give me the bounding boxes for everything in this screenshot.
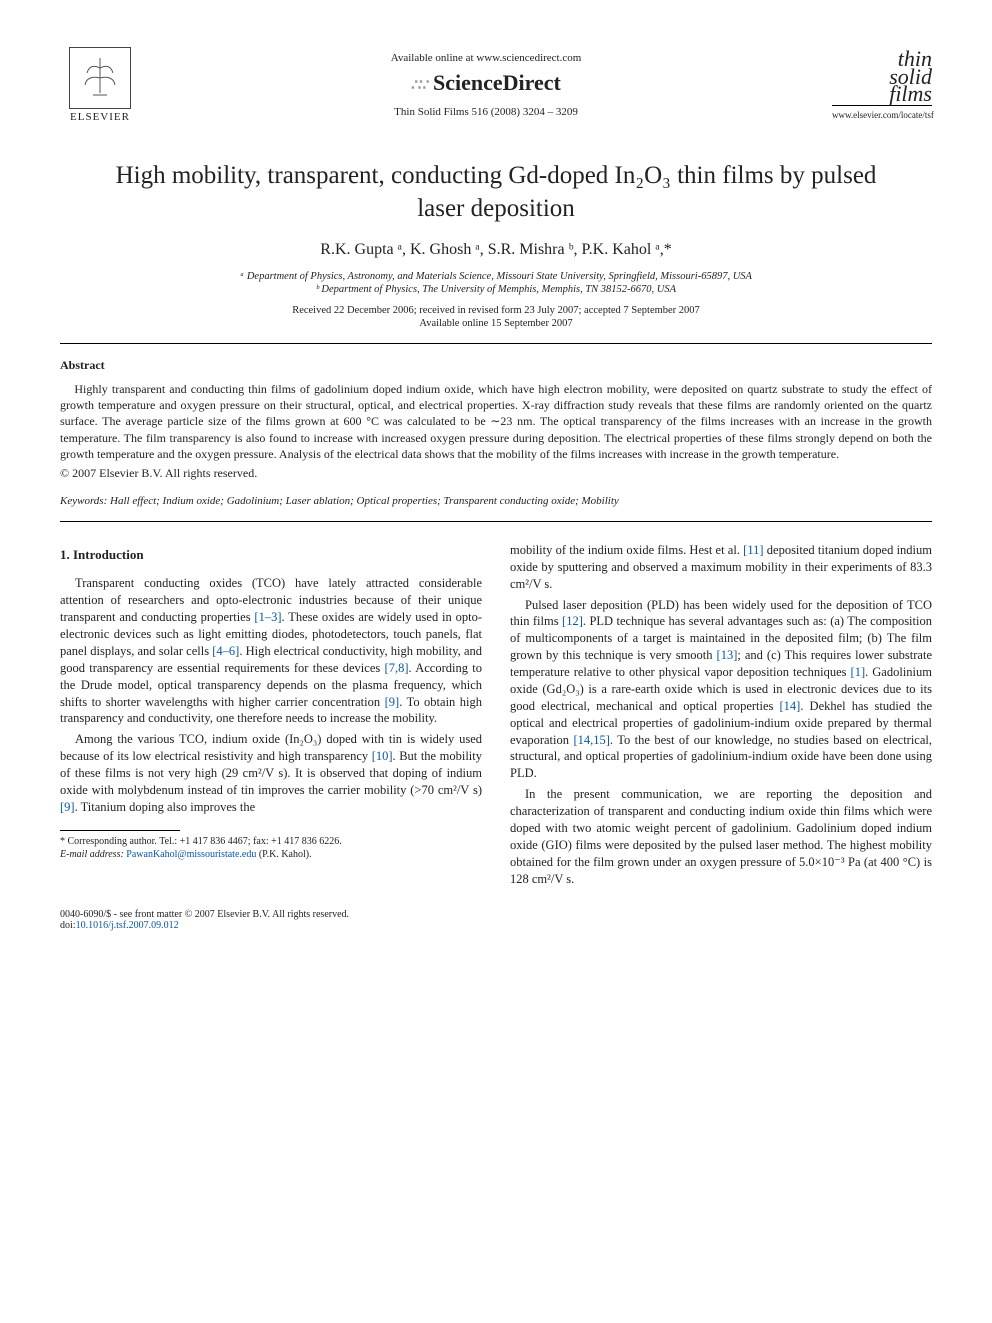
intro-para-5: In the present communication, we are rep…	[510, 786, 932, 887]
journal-url[interactable]: www.elsevier.com/locate/tsf	[832, 110, 932, 120]
received-dates: Received 22 December 2006; received in r…	[60, 305, 932, 316]
copyright-line: © 2007 Elsevier B.V. All rights reserved…	[60, 466, 932, 481]
online-date: Available online 15 September 2007	[60, 318, 932, 329]
elsevier-logo: ELSEVIER	[60, 40, 140, 130]
keywords-label: Keywords:	[60, 495, 107, 507]
citation-link[interactable]: [4–6]	[212, 644, 239, 658]
citation-link[interactable]: [14,15]	[573, 733, 609, 747]
publisher-name: ELSEVIER	[70, 111, 130, 123]
doi-line: doi:10.1016/j.tsf.2007.09.012	[60, 920, 349, 931]
journal-reference: Thin Solid Films 516 (2008) 3204 – 3209	[140, 106, 832, 118]
corr-email-link[interactable]: PawanKahol@missouristate.edu	[126, 849, 256, 860]
article-title: High mobility, transparent, conducting G…	[100, 160, 892, 225]
corr-email-tail: (P.K. Kahol).	[259, 849, 312, 860]
citation-link[interactable]: [14]	[780, 699, 801, 713]
elsevier-tree-icon	[69, 47, 131, 109]
front-matter: 0040-6090/$ - see front matter © 2007 El…	[60, 909, 349, 920]
citation-link[interactable]: [12]	[562, 614, 583, 628]
sciencedirect-logo: ∴∵ ScienceDirect	[140, 70, 832, 96]
doi-label: doi:	[60, 920, 76, 931]
affiliation-a: ᵃ Department of Physics, Astronomy, and …	[60, 271, 932, 282]
tsf-line3: films	[832, 85, 932, 103]
journal-logo-script: thin solid films	[832, 50, 932, 106]
intro-para-2: Among the various TCO, indium oxide (In₂…	[60, 731, 482, 815]
available-online-text: Available online at www.sciencedirect.co…	[140, 52, 832, 64]
right-column: mobility of the indium oxide films. Hest…	[510, 542, 932, 892]
keywords-list: Hall effect; Indium oxide; Gadolinium; L…	[110, 495, 619, 507]
journal-logo: thin solid films www.elsevier.com/locate…	[832, 50, 932, 120]
center-header: Available online at www.sciencedirect.co…	[140, 52, 832, 118]
abstract-body: Highly transparent and conducting thin f…	[60, 381, 932, 462]
email-label: E-mail address:	[60, 849, 124, 860]
sd-brand-text: ScienceDirect	[433, 70, 561, 95]
corresponding-footnote: * Corresponding author. Tel.: +1 417 836…	[60, 835, 482, 861]
citation-link[interactable]: [11]	[743, 543, 763, 557]
citation-link[interactable]: [1–3]	[254, 610, 281, 624]
divider-top	[60, 343, 932, 344]
citation-link[interactable]: [7,8]	[385, 661, 409, 675]
keywords-line: Keywords: Hall effect; Indium oxide; Gad…	[60, 495, 932, 507]
abstract-heading: Abstract	[60, 358, 932, 373]
citation-link[interactable]: [1]	[851, 665, 866, 679]
affiliation-b: ᵇ Department of Physics, The University …	[60, 284, 932, 295]
divider-bottom	[60, 521, 932, 522]
authors-line: R.K. Gupta ᵃ, K. Ghosh ᵃ, S.R. Mishra ᵇ,…	[60, 241, 932, 259]
intro-para-1: Transparent conducting oxides (TCO) have…	[60, 575, 482, 727]
footer-line: 0040-6090/$ - see front matter © 2007 El…	[60, 909, 932, 931]
left-column: 1. Introduction Transparent conducting o…	[60, 542, 482, 892]
sd-dots-icon: ∴∵	[411, 77, 427, 94]
doi-link[interactable]: 10.1016/j.tsf.2007.09.012	[76, 920, 179, 931]
intro-para-3: mobility of the indium oxide films. Hest…	[510, 542, 932, 593]
citation-link[interactable]: [9]	[385, 695, 400, 709]
citation-link[interactable]: [10]	[372, 749, 393, 763]
front-matter-text: 0040-6090/$ - see front matter © 2007 El…	[60, 909, 349, 931]
citation-link[interactable]: [13]	[717, 648, 738, 662]
header-row: ELSEVIER Available online at www.science…	[60, 40, 932, 130]
corr-email-line: E-mail address: PawanKahol@missouristate…	[60, 848, 482, 861]
footnote-rule	[60, 830, 180, 831]
corr-author-line: * Corresponding author. Tel.: +1 417 836…	[60, 835, 482, 848]
intro-para-4: Pulsed laser deposition (PLD) has been w…	[510, 597, 932, 783]
section-1-heading: 1. Introduction	[60, 546, 482, 564]
body-columns: 1. Introduction Transparent conducting o…	[60, 542, 932, 892]
citation-link[interactable]: [9]	[60, 800, 75, 814]
